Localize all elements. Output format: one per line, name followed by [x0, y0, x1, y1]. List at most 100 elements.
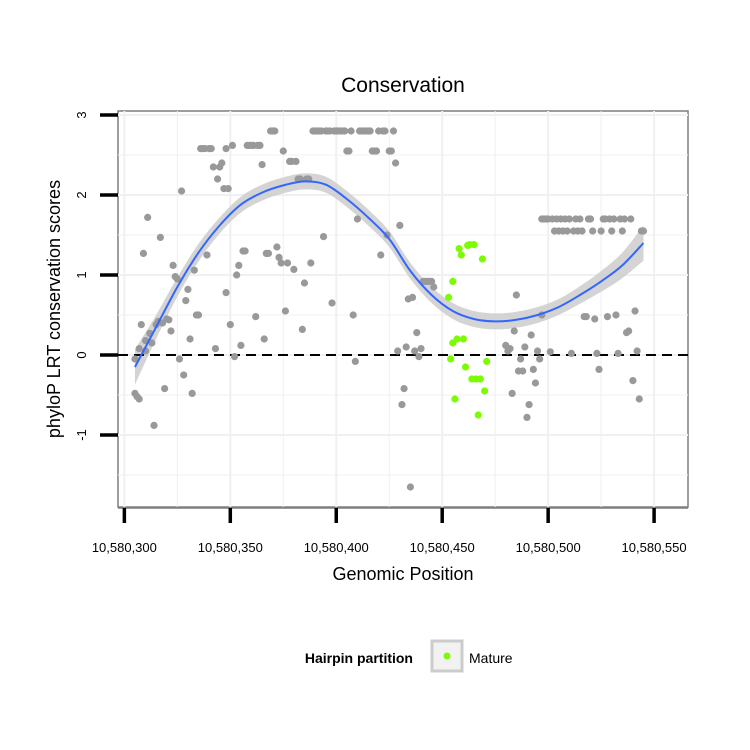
other-point [387, 147, 395, 155]
other-point [203, 251, 211, 259]
other-point [582, 313, 590, 321]
other-point [353, 215, 362, 223]
x-tick-label: 10,580,400 [304, 540, 369, 555]
other-point [506, 345, 514, 353]
other-point [148, 339, 156, 347]
other-point [521, 343, 529, 351]
other-point [186, 335, 194, 343]
y-axis-title: phyloP LRT conservation scores [44, 180, 64, 438]
other-point [406, 483, 415, 491]
y-tick-label: 2 [74, 191, 89, 198]
other-point [347, 127, 355, 135]
other-point [510, 327, 518, 335]
other-point [620, 215, 629, 223]
other-point [137, 321, 145, 329]
smooth-line [134, 180, 645, 368]
other-point [394, 347, 402, 355]
other-point [608, 227, 616, 235]
other-point [523, 413, 531, 421]
other-point [519, 367, 527, 375]
other-point [184, 285, 192, 293]
other-point [639, 227, 648, 235]
other-point [177, 187, 186, 195]
other-point [531, 379, 540, 387]
mature-point [470, 241, 478, 249]
x-tick-label: 10,580,450 [410, 540, 475, 555]
x-tick-label: 10,580,350 [198, 540, 263, 555]
other-point [256, 141, 264, 149]
other-point [213, 175, 222, 183]
other-point [211, 345, 220, 353]
x-tick-label: 10,580,500 [516, 540, 581, 555]
other-point [190, 266, 198, 274]
other-point [235, 261, 243, 269]
other-point [300, 279, 309, 287]
mature-point [449, 277, 457, 285]
other-point [241, 247, 249, 255]
other-point [349, 311, 357, 319]
other-point [593, 349, 601, 357]
legend-mature-dot [443, 652, 451, 660]
other-point [222, 289, 230, 297]
other-point [264, 249, 273, 257]
mature-point [444, 293, 453, 301]
other-point [627, 215, 635, 223]
other-point [283, 259, 292, 267]
other-point [150, 421, 158, 429]
other-point [226, 321, 234, 329]
other-point [595, 365, 603, 373]
other-point [218, 159, 226, 167]
chart-title: Conservation [341, 74, 465, 97]
other-point [194, 311, 203, 319]
other-point [161, 385, 169, 393]
other-point [258, 161, 266, 169]
other-point [512, 291, 520, 299]
other-point [182, 297, 190, 305]
other-point [135, 395, 143, 403]
mature-point [447, 355, 455, 363]
other-point [631, 307, 639, 315]
other-point [610, 215, 618, 223]
legend-key [430, 639, 464, 673]
other-point [292, 157, 300, 165]
other-point [408, 293, 417, 301]
mature-point [461, 363, 470, 371]
other-point [222, 145, 230, 153]
other-point [413, 329, 421, 337]
legend-label-mature: Mature [469, 650, 513, 666]
other-point [233, 271, 241, 279]
other-point [281, 307, 289, 315]
other-point [633, 347, 641, 355]
other-point [271, 127, 279, 135]
other-point [529, 365, 537, 373]
other-point [209, 163, 217, 171]
other-point [415, 353, 423, 361]
other-point [576, 215, 584, 223]
other-point [567, 349, 576, 357]
other-point [351, 357, 359, 365]
other-point [614, 349, 622, 357]
other-point [135, 345, 143, 353]
other-point [536, 355, 544, 363]
y-axis: -1 0 1 2 3 [74, 111, 118, 441]
other-point [428, 277, 436, 285]
y-tick-label: 0 [74, 351, 89, 358]
other-point [230, 353, 239, 361]
other-point [417, 345, 425, 353]
other-point [319, 233, 328, 241]
other-point [144, 213, 152, 221]
other-point [290, 265, 298, 273]
other-point [597, 227, 605, 235]
other-point [228, 141, 237, 149]
mature-point [455, 245, 463, 253]
other-point [430, 283, 438, 291]
other-point [167, 327, 175, 335]
mature-point [459, 335, 467, 343]
other-point [345, 147, 353, 155]
other-point [578, 227, 586, 235]
other-point [224, 185, 232, 193]
other-point [180, 371, 188, 379]
legend-title: Hairpin partition [305, 650, 413, 666]
other-point [391, 159, 400, 167]
other-point [169, 261, 177, 269]
